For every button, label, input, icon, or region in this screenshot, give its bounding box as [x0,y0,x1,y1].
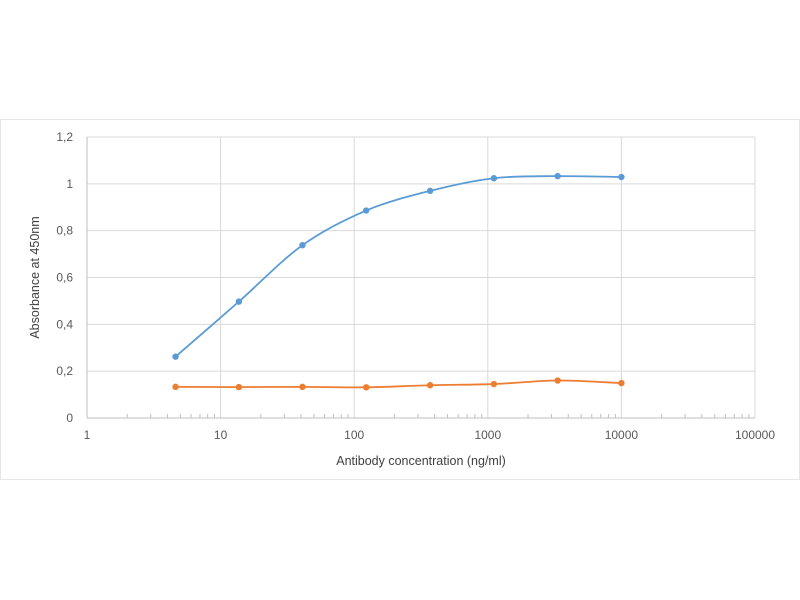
y-axis-label: Absorbance at 450nm [28,216,42,338]
data-point [172,353,179,360]
series-layer [172,172,625,391]
x-tick-label: 100 [344,428,364,442]
data-point [299,383,306,391]
data-point [172,383,179,391]
data-point [490,175,498,182]
y-tick-label: 1 [66,177,73,191]
data-point [426,382,434,389]
data-point [554,377,561,384]
data-point [235,298,243,305]
data-point [490,380,498,388]
grid [87,136,756,418]
x-tick-label: 10 [214,428,228,442]
y-tick-label: 0,8 [56,224,73,238]
data-point [235,383,243,391]
x-tick-label: 1000 [474,428,501,442]
data-point [363,207,370,214]
y-tick-label: 0,4 [56,317,73,331]
axes [86,137,755,419]
series-line [175,379,622,389]
series-2 [172,377,625,391]
line-chart: 0 0,2 0,4 0,6 0,8 1 1,2 1 10 100 1000 10000 100000 A… [28,130,775,468]
data-point [554,172,561,180]
data-point [618,379,625,387]
data-point [426,187,434,195]
series-1 [172,172,625,360]
y-tick-label: 0,6 [56,271,73,285]
y-tick-label: 0 [66,411,73,425]
chart-area: 0 0,2 0,4 0,6 0,8 1 1,2 1 10 100 1000 10000 100000 A… [0,119,800,480]
data-point [363,384,370,391]
x-axis-label: Antibody concentration (ng/ml) [336,454,506,468]
y-tick-label: 0,2 [56,364,73,378]
data-point [618,173,625,181]
series-line [174,175,622,358]
x-tick-label: 1 [84,428,91,442]
x-tick-label: 10000 [605,428,639,442]
tick-labels: 0 0,2 0,4 0,6 0,8 1 1,2 1 10 100 1000 10000 100000 [56,130,775,442]
data-point [299,241,306,249]
y-tick-label: 1,2 [56,130,73,144]
x-tick-label: 100000 [735,428,775,442]
